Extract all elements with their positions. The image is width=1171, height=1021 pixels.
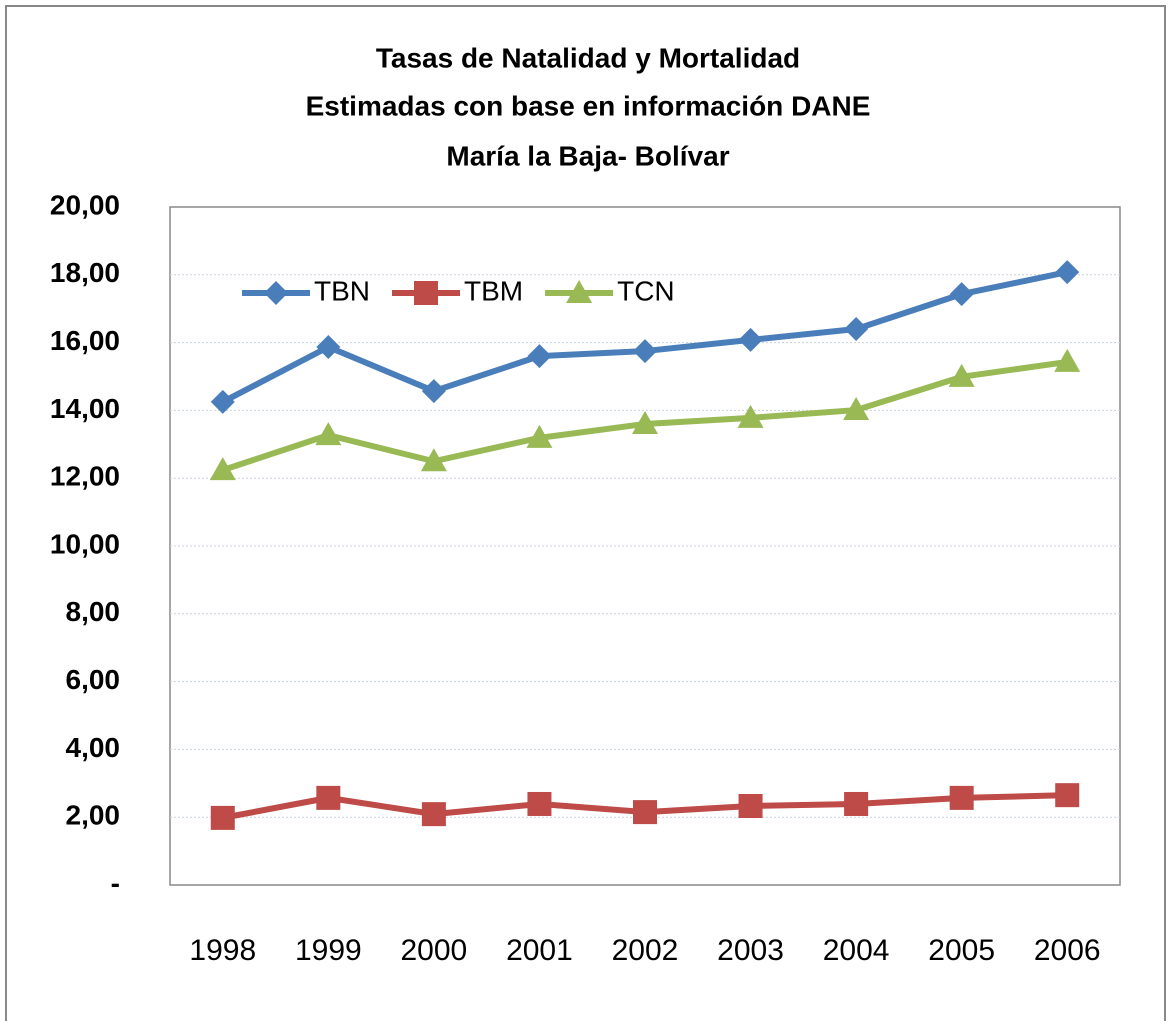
data-point: [844, 791, 869, 816]
x-tick-label: 2006: [1034, 934, 1101, 967]
data-point: [843, 397, 870, 421]
chart-title: Tasas de Natalidad y Mortalidad: [376, 42, 800, 73]
x-tick-label: 2000: [401, 934, 468, 967]
chart-subtitle: Estimadas con base en información DANE: [306, 90, 871, 121]
legend-marker: [566, 280, 593, 303]
data-point: [632, 410, 658, 434]
y-tick-label: 6,00: [66, 664, 121, 695]
legend-label: TBM: [464, 275, 523, 306]
y-tick-label: 12,00: [50, 461, 120, 492]
data-point: [210, 805, 235, 830]
y-tick-label: 2,00: [66, 800, 121, 831]
data-point: [1055, 260, 1080, 285]
x-tick-label: 2001: [506, 934, 573, 967]
x-tick-label: 2004: [823, 934, 890, 967]
data-point: [737, 404, 764, 428]
legend-marker: [414, 281, 438, 305]
data-point: [315, 422, 342, 446]
y-tick-label: 4,00: [66, 732, 121, 763]
x-tick-label: 2003: [717, 934, 784, 967]
data-point: [633, 800, 657, 825]
data-point: [316, 335, 341, 360]
data-point: [844, 317, 869, 342]
x-tick-label: 2002: [612, 934, 679, 967]
y-tick-label: 8,00: [66, 596, 121, 627]
data-point: [420, 448, 447, 472]
data-point: [948, 363, 975, 387]
x-tick-label: 1999: [295, 934, 362, 967]
data-point: [949, 282, 974, 307]
y-tick-label: 14,00: [50, 393, 120, 424]
chart-subtitle: María la Baja- Bolívar: [446, 140, 729, 171]
data-point: [633, 339, 657, 364]
plot-area: [169, 206, 1121, 886]
data-point: [526, 424, 553, 448]
y-tick-label: 16,00: [50, 325, 120, 356]
y-tick-label: 20,00: [50, 189, 120, 220]
y-tick-label: 10,00: [50, 528, 120, 559]
data-point: [1055, 783, 1080, 808]
data-point: [421, 802, 446, 827]
y-tick-label: 18,00: [50, 257, 120, 288]
x-tick-label: 2005: [928, 934, 995, 967]
data-point: [316, 785, 341, 810]
data-point: [738, 327, 763, 352]
data-point: [949, 785, 974, 810]
x-tick-label: 1998: [189, 934, 256, 967]
legend-label: TBN: [314, 275, 370, 306]
data-point: [421, 379, 446, 404]
legend-marker: [264, 281, 288, 305]
data-point: [209, 457, 236, 481]
data-point: [527, 791, 552, 816]
data-point: [527, 344, 552, 369]
legend-label: TCN: [617, 275, 675, 306]
data-point: [210, 389, 235, 414]
data-point: [738, 794, 763, 819]
y-tick-label: -: [111, 867, 120, 898]
data-point: [1054, 348, 1081, 372]
